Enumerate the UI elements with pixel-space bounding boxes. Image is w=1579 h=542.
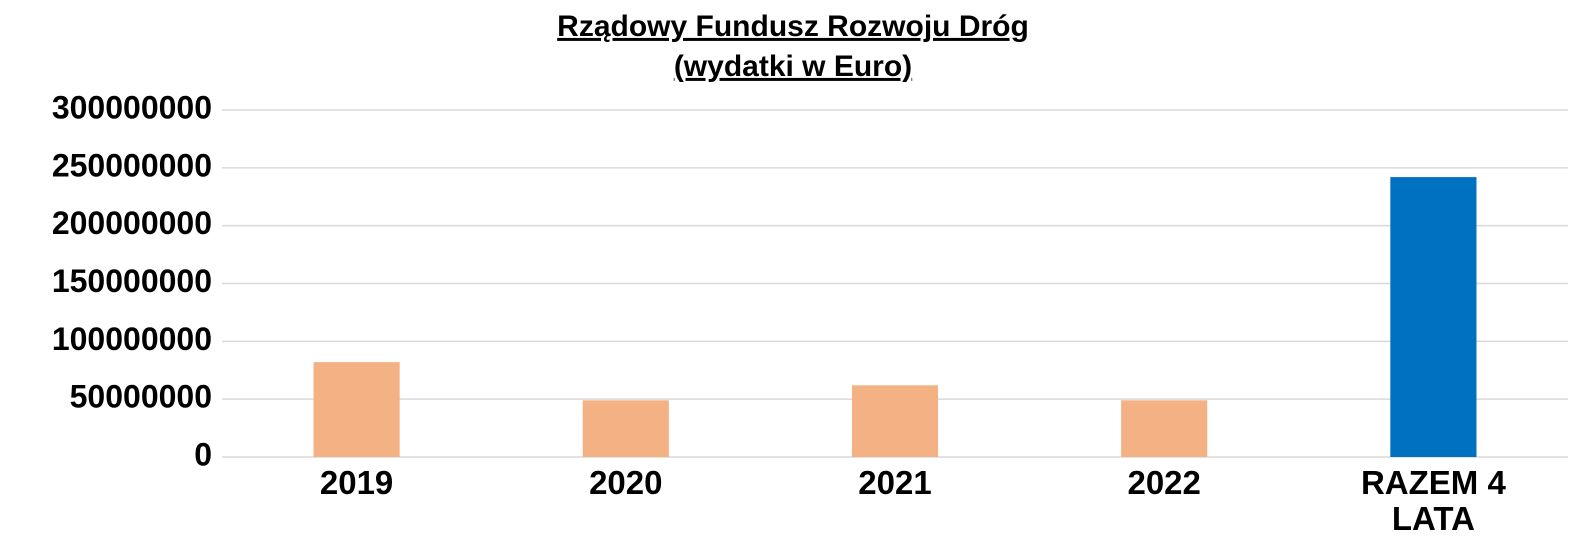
x-tick-label: 2021 — [858, 464, 932, 501]
bar — [582, 400, 669, 457]
x-tick-label: RAZEM 4 LATA — [1360, 464, 1506, 537]
chart-title: Rządowy Fundusz Rozwoju Dróg — [557, 10, 1029, 43]
y-tick-label: 150000000 — [52, 263, 212, 299]
y-tick-label: 250000000 — [52, 147, 212, 183]
y-tick-label: 0 — [194, 436, 212, 472]
bar — [851, 385, 939, 457]
x-tick-label: 2020 — [589, 464, 663, 501]
x-tick-label: 2022 — [1127, 464, 1201, 501]
bar — [1390, 177, 1477, 457]
y-tick-label: 200000000 — [52, 205, 212, 241]
chart-subtitle: (wydatki w Euro) — [674, 50, 912, 83]
bar — [313, 362, 400, 457]
x-tick-label: 2019 — [319, 464, 394, 501]
y-tick-label: 100000000 — [52, 321, 212, 357]
y-tick-label: 50000000 — [70, 379, 212, 415]
y-tick-label: 300000000 — [52, 89, 212, 125]
bar — [1121, 400, 1208, 457]
